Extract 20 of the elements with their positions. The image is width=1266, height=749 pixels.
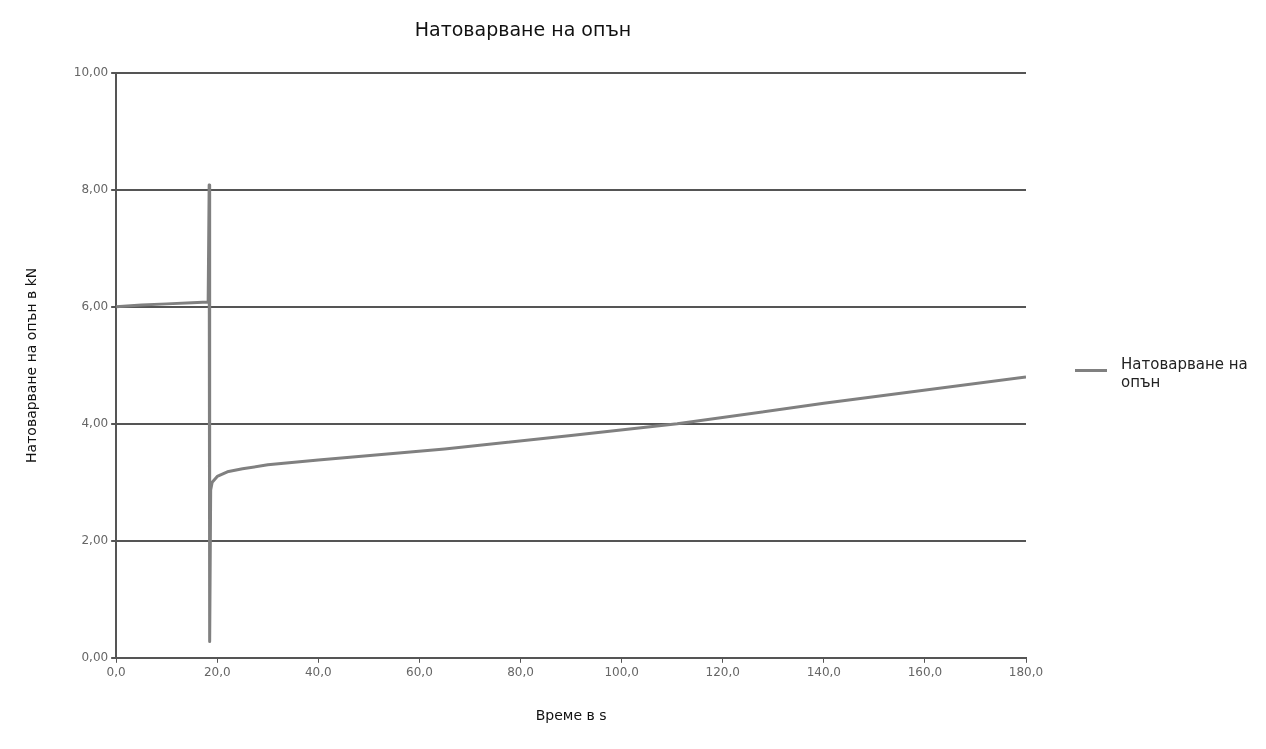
x-tick-label: 0,0 <box>106 665 126 680</box>
x-tick-label: 60,0 <box>406 665 433 680</box>
y-tick-label: 4,00 <box>81 415 109 430</box>
x-axis-title: Време в s <box>535 707 607 724</box>
y-tick-label: 2,00 <box>81 532 109 547</box>
x-tick-label: 80,0 <box>507 665 534 680</box>
x-tick-label: 160,0 <box>907 665 943 680</box>
x-tick-label: 180,0 <box>1008 665 1044 680</box>
y-tick-label: 6,00 <box>81 298 109 313</box>
chart-title: Натоварване на опън <box>414 18 632 41</box>
x-tick-label: 100,0 <box>604 665 639 680</box>
x-tick-label: 40,0 <box>304 665 332 680</box>
legend-label: Натоварване на опън <box>1121 355 1249 391</box>
y-tick-label: 8,00 <box>81 181 109 196</box>
y-axis-title: Натоварване на опън в kN <box>23 267 40 463</box>
x-tick-label: 140,0 <box>806 665 841 680</box>
x-tick-label: 20,0 <box>203 665 231 680</box>
x-tick-label: 120,0 <box>705 665 740 680</box>
y-tick-label: 0,00 <box>81 649 109 664</box>
y-tick-label: 10,00 <box>73 64 109 79</box>
